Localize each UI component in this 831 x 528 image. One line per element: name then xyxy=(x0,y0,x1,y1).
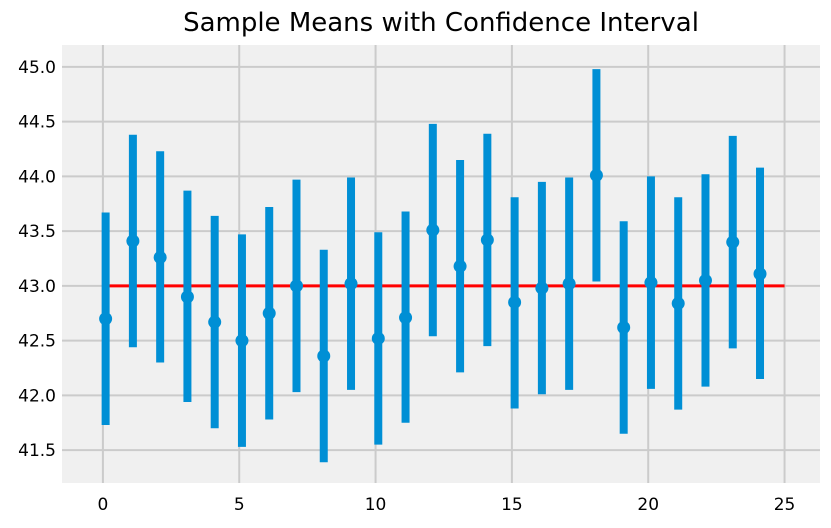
mean-point xyxy=(562,277,576,291)
x-tick-label: 10 xyxy=(365,495,387,515)
mean-point xyxy=(726,235,740,249)
mean-point xyxy=(317,349,331,363)
mean-point xyxy=(153,250,167,264)
mean-point xyxy=(671,296,685,310)
y-tick-label: 45.0 xyxy=(18,58,56,78)
mean-point xyxy=(180,290,194,304)
mean-point xyxy=(644,276,658,290)
mean-point xyxy=(617,321,631,335)
y-tick-label: 44.5 xyxy=(18,113,56,133)
x-tick-label: 15 xyxy=(501,495,523,515)
mean-point xyxy=(371,331,385,345)
mean-point xyxy=(508,295,522,309)
y-tick-label: 42.5 xyxy=(18,332,56,352)
mean-point xyxy=(99,312,113,326)
mean-point xyxy=(126,234,140,248)
chart-title: Sample Means with Confidence Interval xyxy=(183,8,699,38)
mean-point xyxy=(426,223,440,237)
y-tick-label: 43.0 xyxy=(18,277,56,297)
mean-point xyxy=(753,267,767,281)
y-tick-labels: 41.5 42.0 42.5 43.0 43.5 44.0 44.5 45.0 xyxy=(18,58,56,461)
x-tick-label: 20 xyxy=(637,495,659,515)
mean-point xyxy=(589,168,603,182)
mean-point xyxy=(535,281,549,295)
x-tick-label: 0 xyxy=(97,495,108,515)
y-tick-label: 41.5 xyxy=(18,441,56,461)
mean-point xyxy=(480,233,494,247)
x-tick-labels: 0 5 10 15 20 25 xyxy=(97,495,795,515)
mean-point xyxy=(235,334,249,348)
mean-point xyxy=(289,279,303,293)
x-tick-label: 25 xyxy=(774,495,796,515)
mean-points xyxy=(99,168,767,363)
y-tick-label: 43.5 xyxy=(18,222,56,242)
mean-point xyxy=(698,273,712,287)
mean-point xyxy=(344,277,358,291)
mean-point xyxy=(399,311,413,325)
mean-point xyxy=(208,315,222,329)
y-tick-label: 44.0 xyxy=(18,167,56,187)
mean-point xyxy=(262,306,276,320)
x-tick-label: 5 xyxy=(234,495,245,515)
mean-point xyxy=(453,259,467,273)
y-tick-label: 42.0 xyxy=(18,386,56,406)
